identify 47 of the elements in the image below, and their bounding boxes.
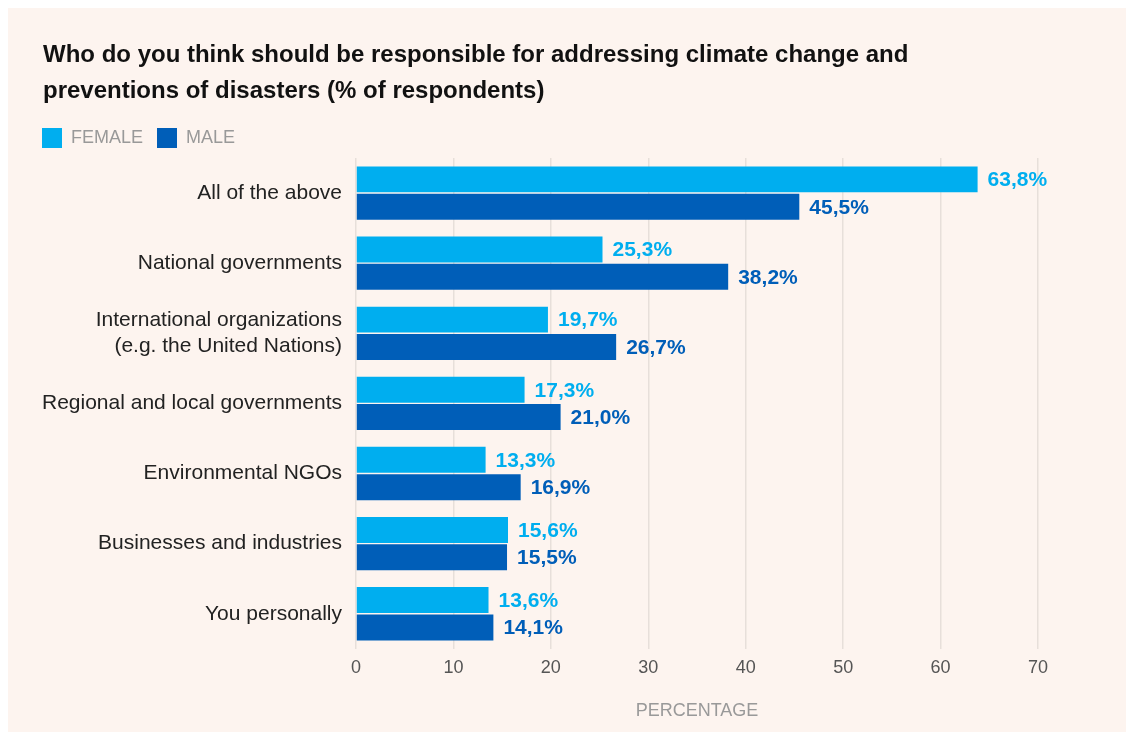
y-tick-label: National governments <box>137 249 343 273</box>
y-tick-label: Regional and local governments <box>41 390 343 414</box>
data-label: 26,7% <box>626 334 687 358</box>
bar <box>356 376 525 403</box>
x-tick-label: 70 <box>1027 656 1049 677</box>
bar <box>356 306 548 333</box>
x-tick-label: 60 <box>930 656 951 677</box>
bar <box>356 446 486 473</box>
legend-label: MALE <box>186 126 236 147</box>
bar <box>356 544 508 571</box>
bar <box>356 333 617 360</box>
y-tick-label: Environmental NGOs <box>143 460 343 484</box>
legend-label: FEMALE <box>71 126 144 147</box>
data-label: 14,1% <box>503 615 564 639</box>
bar <box>356 193 800 220</box>
x-tick-label: 10 <box>443 656 464 677</box>
data-label: 19,7% <box>557 307 618 331</box>
data-label: 21,0% <box>570 404 631 428</box>
x-tick-label: 40 <box>735 656 756 677</box>
y-tick-label: All of the above <box>197 179 343 203</box>
data-label: 38,2% <box>738 264 799 288</box>
x-tick-label: 0 <box>351 656 362 677</box>
bar <box>356 474 521 501</box>
data-label: 63,8% <box>987 167 1048 191</box>
y-tick-label: You personally <box>205 600 343 624</box>
x-tick-label: 30 <box>638 656 659 677</box>
bar <box>356 404 561 431</box>
y-tick-label: International organizations (e.g. the United Nations) <box>95 307 343 356</box>
data-label: 15,5% <box>517 545 577 569</box>
data-label: 17,3% <box>534 377 595 401</box>
bar <box>356 166 978 193</box>
y-tick-label: Businesses and industries <box>98 530 343 554</box>
data-label: 25,3% <box>612 237 673 261</box>
x-tick-label: 20 <box>540 656 561 677</box>
bar <box>356 516 508 543</box>
bar <box>356 263 729 290</box>
x-axis-title: PERCENTAGE <box>635 700 759 721</box>
data-label: 13,3% <box>495 447 556 471</box>
x-tick-label: 50 <box>833 656 854 677</box>
bar <box>356 236 603 263</box>
chart-title: Who do you think should be responsible for addressing climate change and preventions of disasters (% of respondents) <box>43 39 910 105</box>
data-label: 45,5% <box>809 194 870 218</box>
data-label: 13,6% <box>498 587 559 611</box>
data-label: 16,9% <box>530 474 591 498</box>
bar <box>356 614 494 641</box>
data-label: 15,6% <box>518 517 578 541</box>
bar <box>356 587 489 614</box>
